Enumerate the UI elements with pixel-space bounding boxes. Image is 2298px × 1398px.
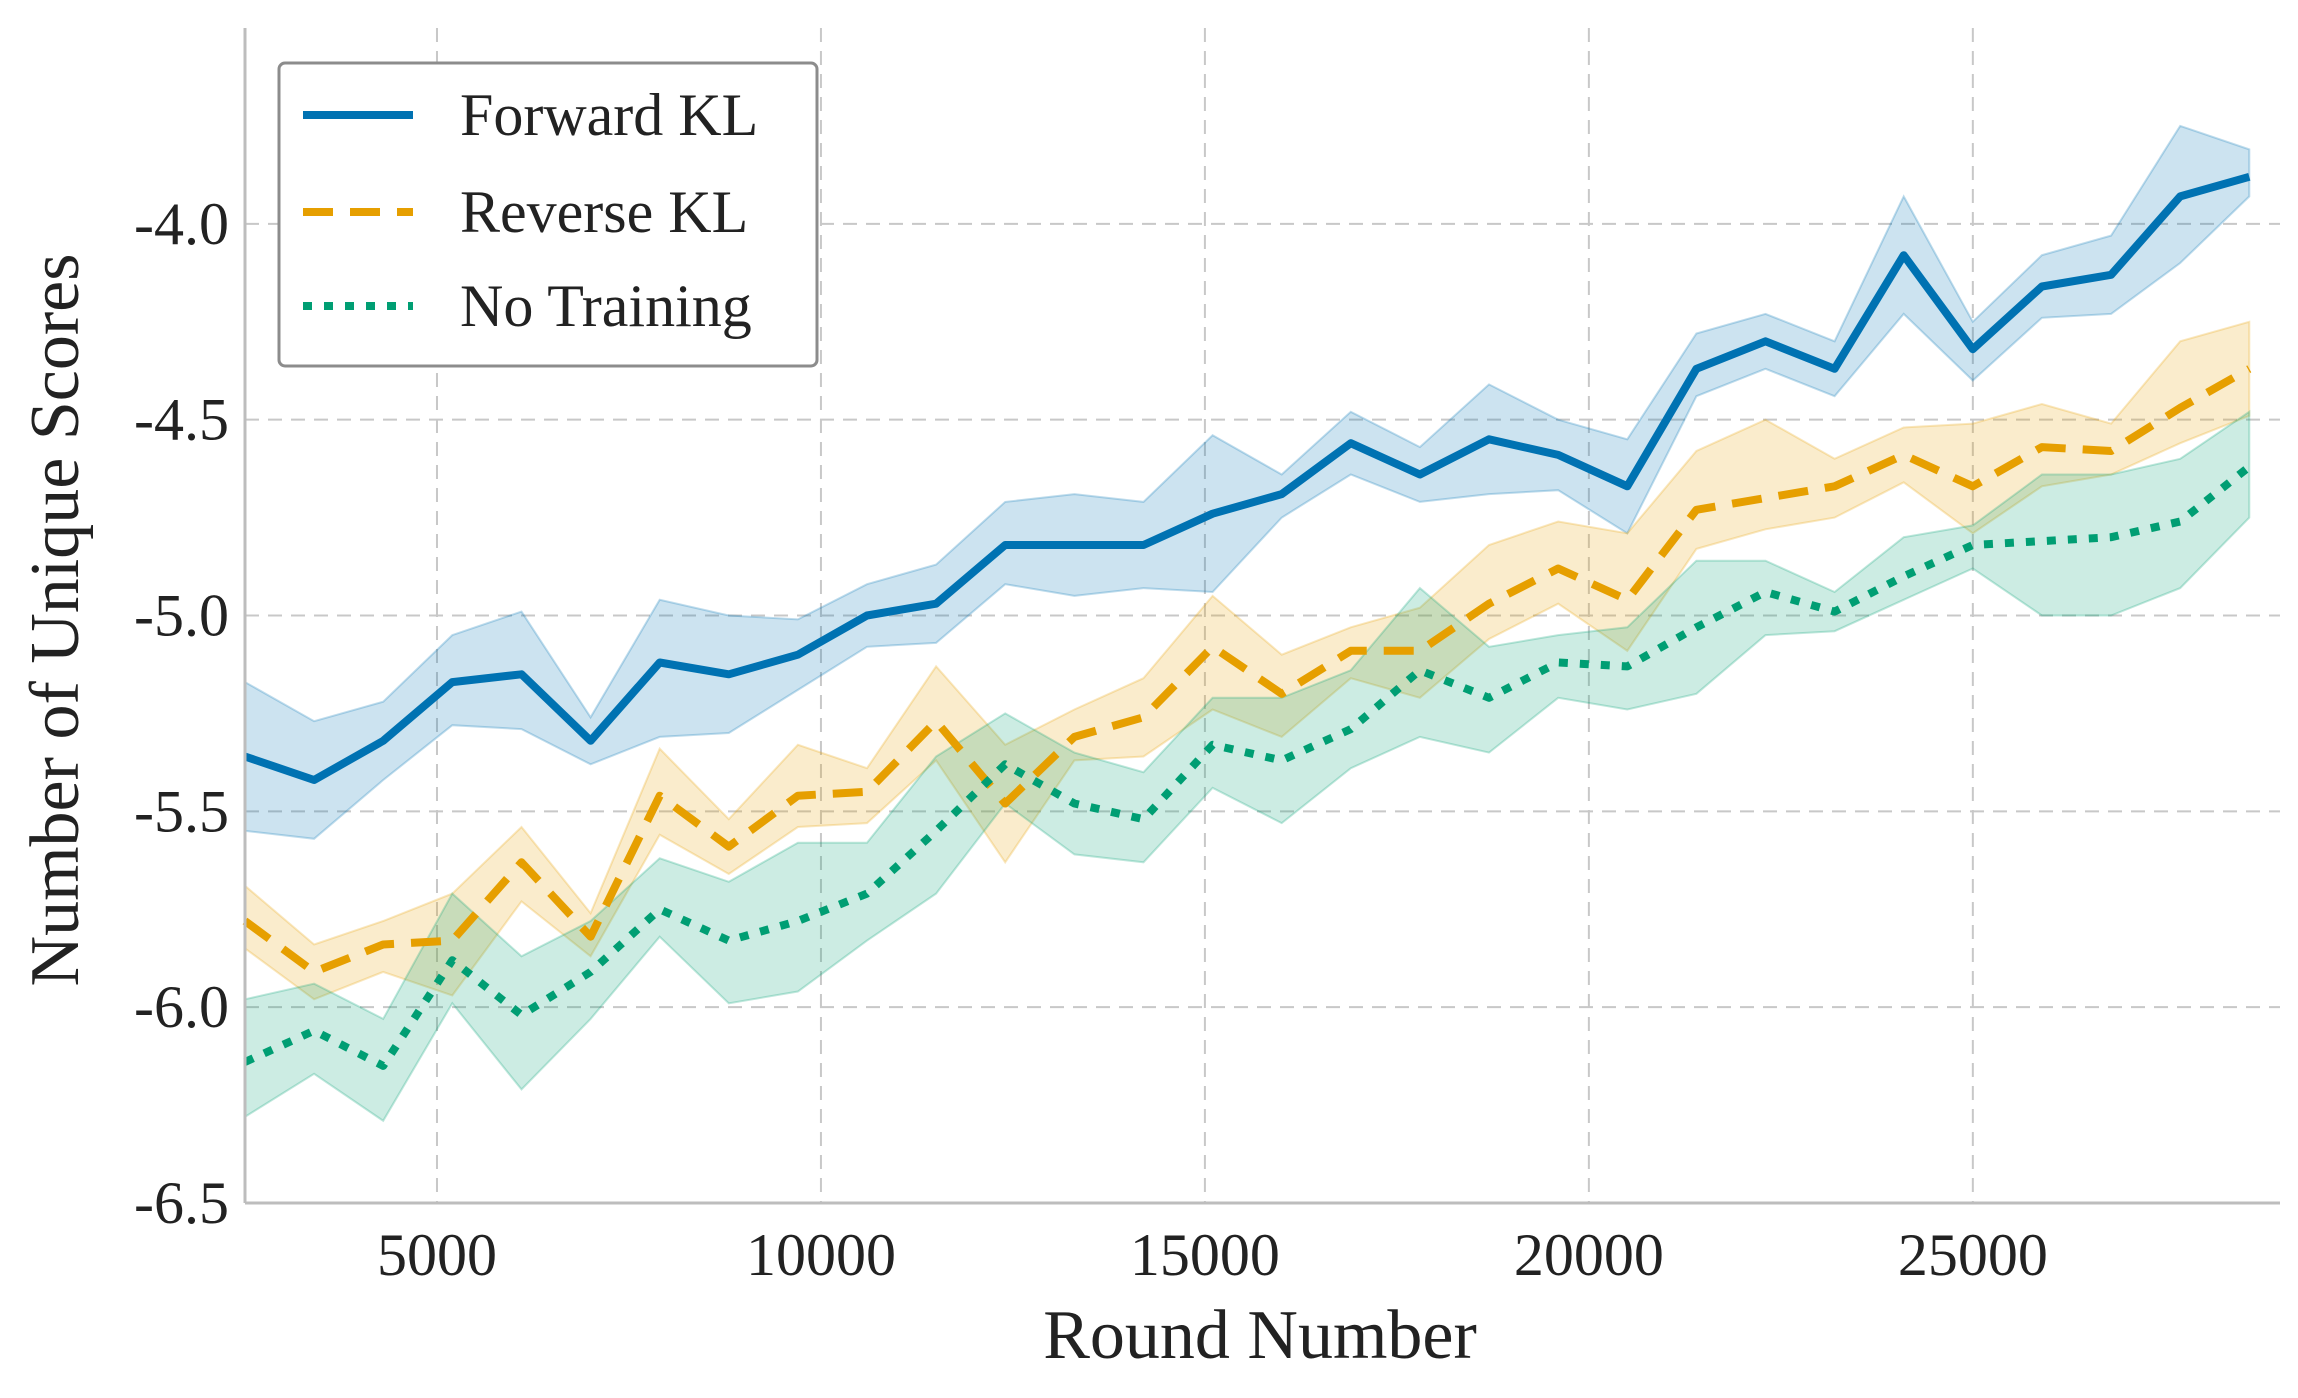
series-lines bbox=[242, 172, 2252, 1070]
y-tick-label: -4.5 bbox=[134, 387, 229, 453]
y-tick-label: -6.0 bbox=[134, 974, 229, 1040]
y-tick-labels: -6.5 -6.0 -5.5 -5.0 -4.5 -4.0 bbox=[134, 191, 229, 1236]
legend-label-no-training: No Training bbox=[460, 273, 752, 339]
x-tick-labels: 5000 10000 15000 20000 25000 bbox=[377, 1222, 2048, 1288]
y-tick-label: -6.5 bbox=[134, 1170, 229, 1236]
legend: Forward KL Reverse KL No Training bbox=[277, 61, 819, 368]
x-tick-label: 25000 bbox=[1898, 1222, 2048, 1288]
grid bbox=[245, 28, 2280, 1203]
y-tick-label: -5.0 bbox=[134, 583, 229, 649]
band-no-training bbox=[244, 409, 2251, 1123]
band-reverse-kl bbox=[244, 320, 2251, 1001]
series-line-no-training bbox=[243, 463, 2252, 1070]
y-tick-label: -5.5 bbox=[134, 778, 229, 844]
legend-label-reverse-kl: Reverse KL bbox=[460, 179, 748, 245]
x-tick-label: 20000 bbox=[1514, 1222, 1664, 1288]
y-tick-label: -4.0 bbox=[134, 191, 229, 257]
y-axis-title: Number of Unique Scores bbox=[17, 254, 94, 987]
series-line-forward-kl bbox=[243, 172, 2251, 784]
axes bbox=[243, 28, 2280, 1205]
legend-frame bbox=[277, 61, 819, 368]
x-tick-label: 15000 bbox=[1130, 1222, 1280, 1288]
series-line-reverse-kl bbox=[242, 365, 2252, 976]
confidence-bands bbox=[244, 124, 2251, 1123]
x-tick-label: 10000 bbox=[746, 1222, 896, 1288]
legend-label-forward-kl: Forward KL bbox=[460, 82, 758, 148]
x-tick-label: 5000 bbox=[377, 1222, 497, 1288]
band-forward-kl bbox=[244, 124, 2251, 840]
x-axis-title: Round Number bbox=[1043, 1297, 1477, 1374]
